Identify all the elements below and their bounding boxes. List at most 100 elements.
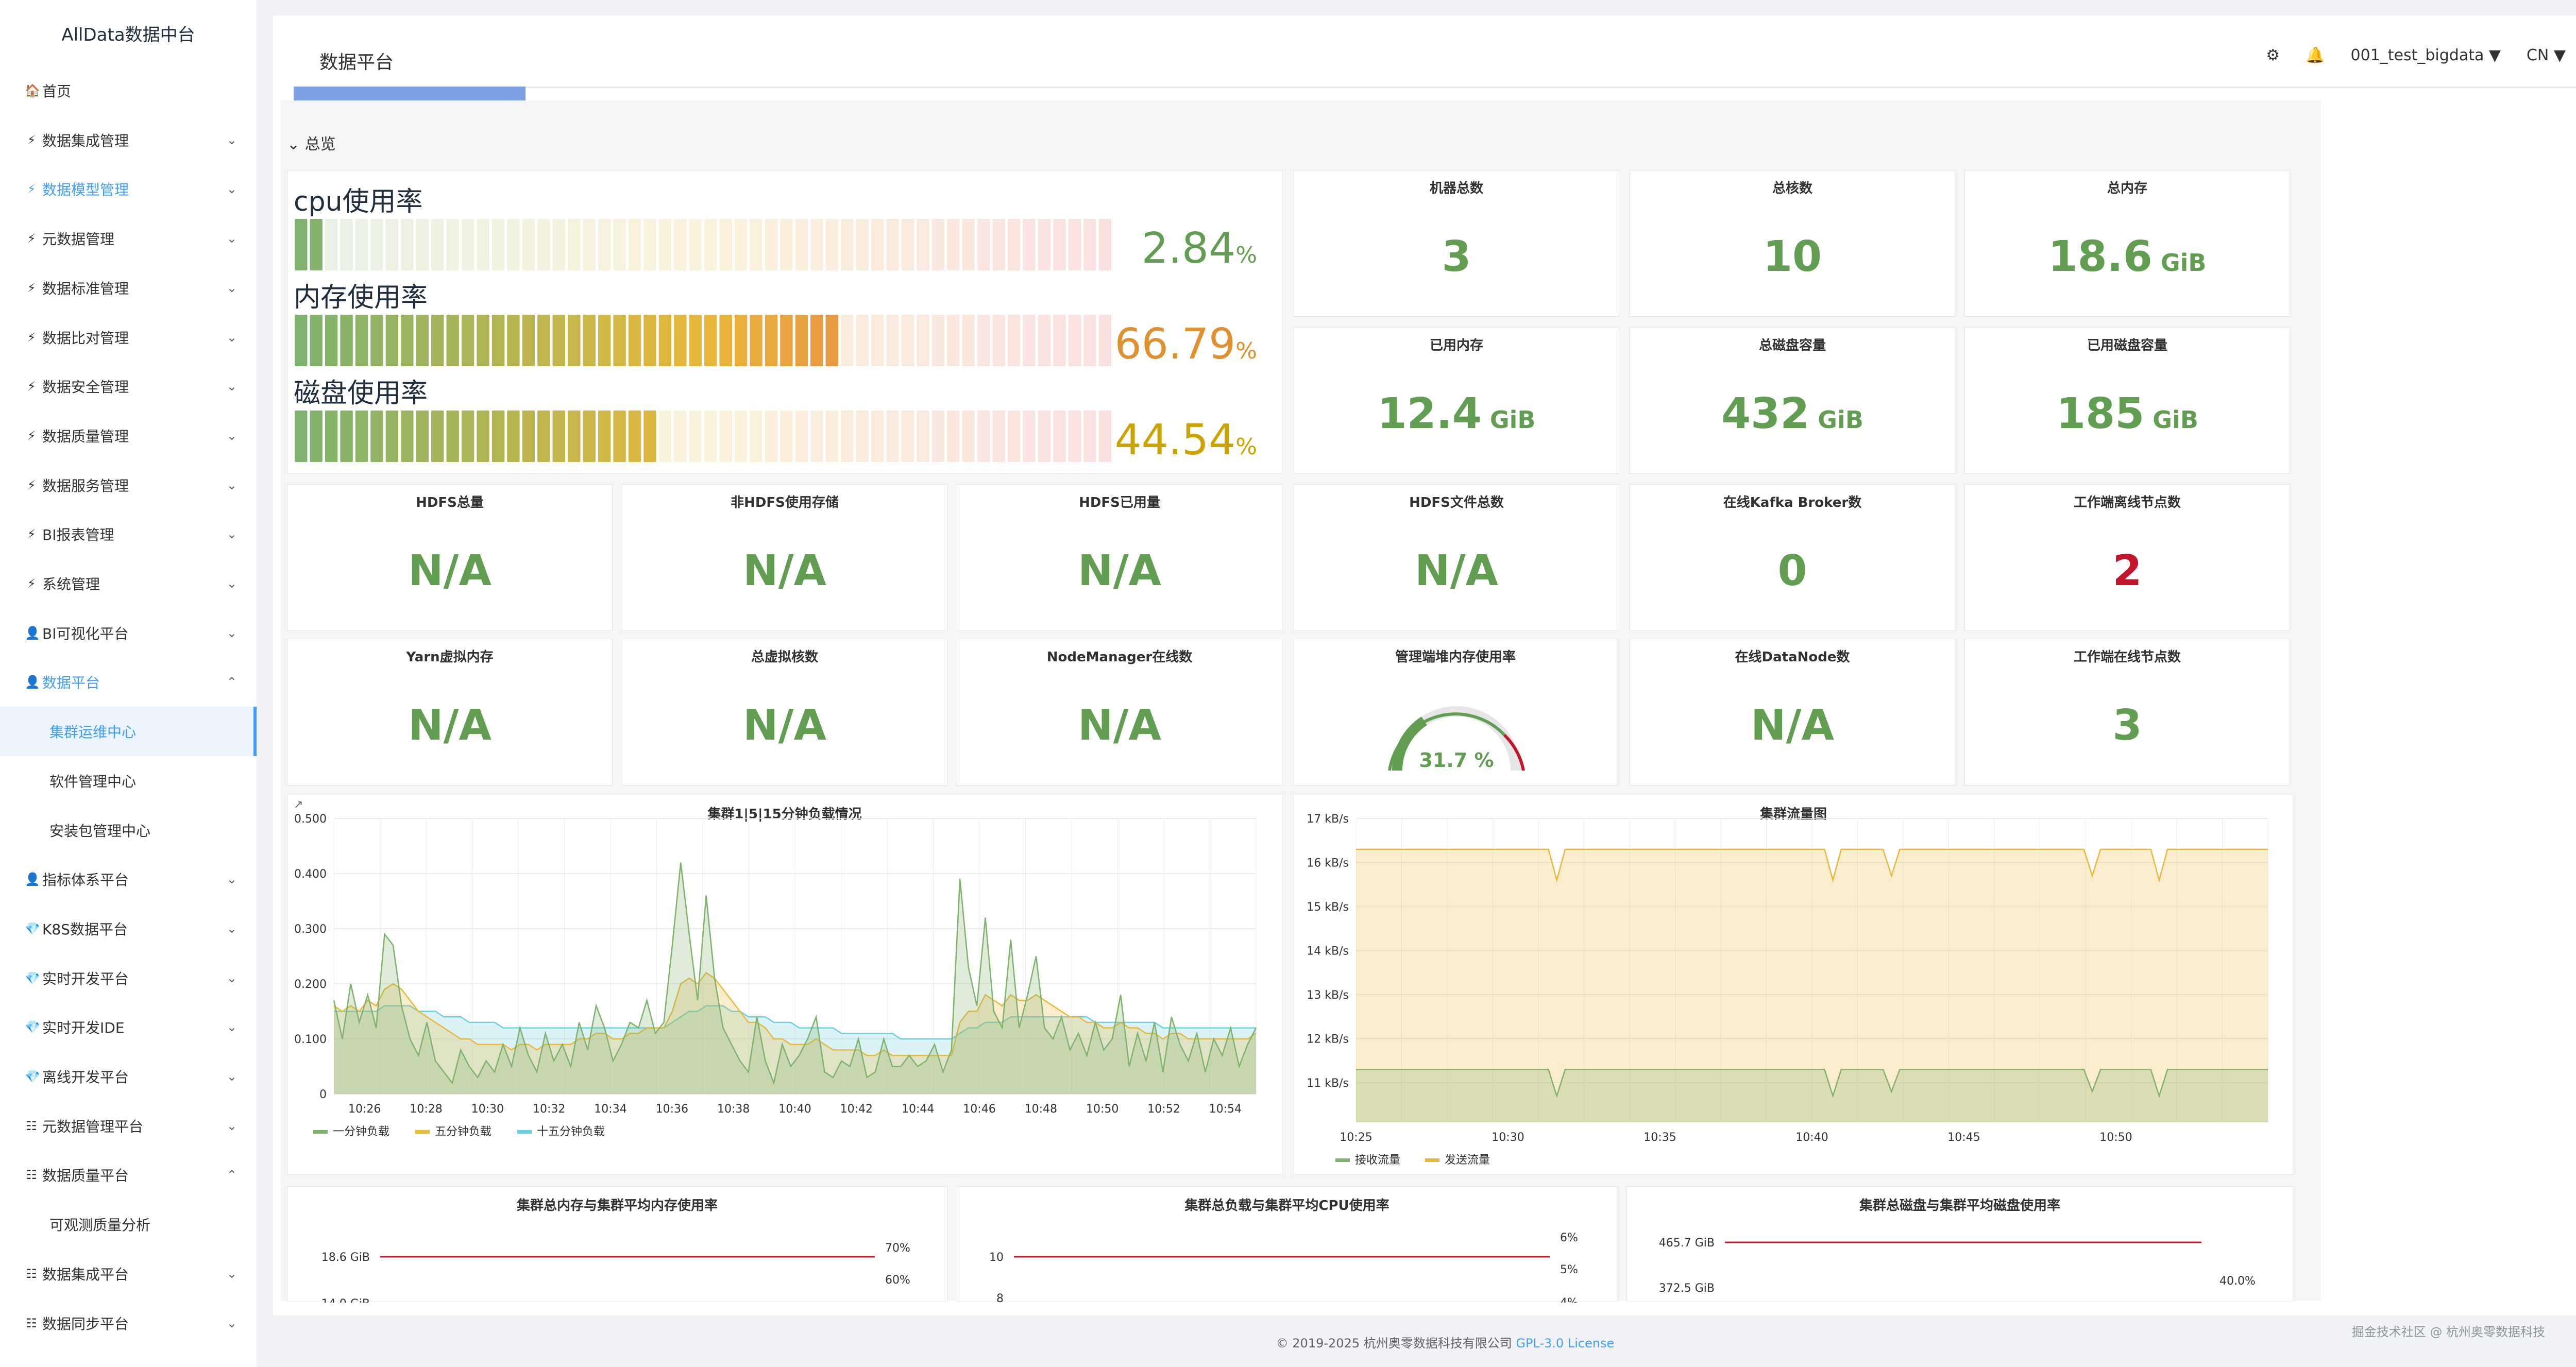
diamond-icon: 💎 bbox=[25, 970, 40, 985]
usage-bar-segment bbox=[355, 219, 368, 270]
sidebar-item[interactable]: 💎 实时开发IDE ⌄ bbox=[0, 1002, 257, 1052]
usage-bar-segment bbox=[886, 315, 899, 366]
usage-bar-segment bbox=[295, 411, 308, 462]
usage-bar-segment bbox=[628, 219, 641, 270]
user-icon: 👤 bbox=[25, 872, 40, 887]
license-link[interactable]: GPL-3.0 License bbox=[1516, 1336, 1615, 1351]
stat-title: 总磁盘容量 bbox=[1758, 338, 1826, 353]
sidebar-item[interactable]: 可观测质量分析 bbox=[0, 1200, 257, 1249]
legend-label[interactable]: 五分钟负载 bbox=[435, 1125, 492, 1138]
sidebar-item[interactable]: ☷ 元数据管理平台 ⌄ bbox=[0, 1101, 257, 1151]
cluster-select[interactable]: 001_test_bigdata ▼ bbox=[2350, 46, 2501, 64]
sidebar-item-label: 数据服务管理 bbox=[42, 477, 129, 494]
usage-bar-segment bbox=[886, 411, 899, 462]
dashboard-section-header[interactable]: ⌄ 总览 bbox=[287, 135, 336, 153]
usage-bar-segment bbox=[1083, 315, 1096, 366]
sidebar-item[interactable]: ⚡ 数据质量管理 ⌄ bbox=[0, 411, 257, 460]
usage-bar-segment bbox=[370, 315, 383, 366]
footer: © 2019-2025 杭州奥零数据科技有限公司 GPL-3.0 License bbox=[273, 1319, 2576, 1367]
stat-value-number: N/A bbox=[1414, 546, 1499, 595]
legend-label[interactable]: 一分钟负载 bbox=[333, 1125, 389, 1138]
sidebar-item[interactable]: 💎 K8S数据平台 ⌄ bbox=[0, 904, 257, 953]
usage-bar-segment bbox=[795, 219, 808, 270]
sidebar-item[interactable]: 💎 实时开发平台 ⌄ bbox=[0, 953, 257, 1003]
chevron-icon: ⌄ bbox=[226, 625, 237, 640]
stat-value: 18.6 GiB bbox=[1965, 232, 2290, 281]
sidebar-item[interactable]: ⚡ 数据标准管理 ⌄ bbox=[0, 263, 257, 313]
sidebar-item[interactable]: 👤 BI可视化平台 ⌄ bbox=[0, 608, 257, 658]
usage-bar-segment bbox=[962, 219, 975, 270]
sidebar-item[interactable]: ⚡ 系统管理 ⌄ bbox=[0, 559, 257, 608]
sidebar-item[interactable]: 💎 离线开发平台 ⌄ bbox=[0, 1052, 257, 1101]
bell-icon[interactable]: 🔔 bbox=[2306, 46, 2325, 64]
usage-bar-segment bbox=[841, 315, 854, 366]
stat-title: 已用磁盘容量 bbox=[2087, 338, 2167, 353]
sidebar-item[interactable]: 🏠 首页 bbox=[0, 66, 257, 115]
language-select[interactable]: CN ▼ bbox=[2527, 46, 2566, 64]
x-tick-label: 10:44 bbox=[902, 1103, 934, 1116]
y-tick-label: 0.100 bbox=[294, 1033, 327, 1046]
usage-bar-segment bbox=[310, 219, 323, 270]
bolt-icon: ⚡ bbox=[27, 132, 36, 147]
chevron-icon: ⌄ bbox=[226, 921, 237, 936]
disk-chart: 465.7 GiB 372.5 GiB 40.0% bbox=[1659, 1237, 2256, 1295]
usage-bar-segment bbox=[795, 315, 808, 366]
usage-value-number: 2.84 bbox=[1141, 224, 1236, 273]
sidebar-item[interactable]: ☷ 数据质量平台 ⌃ bbox=[0, 1150, 257, 1200]
stat-value: 3 bbox=[1294, 232, 1619, 281]
sidebar-item[interactable]: 👤 数据平台 ⌃ bbox=[0, 657, 257, 707]
legend-label[interactable]: 接收流量 bbox=[1355, 1154, 1400, 1167]
sidebar-item[interactable]: 软件管理中心 bbox=[0, 756, 257, 806]
sidebar-item[interactable]: ⚡ 数据比对管理 ⌄ bbox=[0, 313, 257, 362]
sidebar-item[interactable]: ⚡ 数据安全管理 ⌄ bbox=[0, 362, 257, 411]
sidebar-item[interactable]: ☷ 数据同步平台 ⌄ bbox=[0, 1298, 257, 1348]
sidebar-item[interactable]: 集群运维中心 bbox=[0, 707, 257, 757]
usage-bar-segment bbox=[856, 315, 869, 366]
sidebar-item[interactable]: ⚡ 元数据管理 ⌄ bbox=[0, 214, 257, 263]
usage-bar-segment bbox=[598, 411, 611, 462]
usage-bar-segment bbox=[992, 411, 1005, 462]
traffic-chart: 11 kB/s 12 kB/s 13 kB/s 14 kB/s 15 kB/s 16 kB… bbox=[1307, 813, 2268, 1167]
usage-label: cpu使用率 bbox=[294, 186, 423, 217]
usage-bar-segment bbox=[568, 219, 581, 270]
usage-bar-segment bbox=[401, 219, 414, 270]
stat-panel: 在线DataNode数 N/A bbox=[1630, 639, 1955, 785]
usage-bar-segment bbox=[871, 411, 884, 462]
chevron-icon: ⌄ bbox=[226, 1069, 237, 1084]
usage-value: 2.84% bbox=[1142, 224, 1257, 273]
gear-icon[interactable]: ⚙ bbox=[2266, 46, 2280, 64]
sidebar-item[interactable]: ⚡ 数据服务管理 ⌄ bbox=[0, 460, 257, 510]
legend-label[interactable]: 发送流量 bbox=[1445, 1154, 1490, 1167]
usage-bar-segment bbox=[810, 315, 823, 366]
sidebar-item-label: 元数据管理 bbox=[42, 231, 115, 248]
usage-value: 66.79% bbox=[1114, 320, 1257, 369]
gauge-title: 管理端堆内存使用率 bbox=[1395, 650, 1516, 665]
stat-value-number: N/A bbox=[408, 701, 492, 750]
chevron-icon: ⌄ bbox=[226, 872, 237, 887]
language-select-value: CN bbox=[2526, 46, 2549, 64]
sidebar-item[interactable]: ⚡ 数据模型管理 ⌄ bbox=[0, 164, 257, 214]
usage-bar-segment bbox=[643, 315, 656, 366]
stat-panel: HDFS总量 N/A bbox=[287, 484, 613, 631]
usage-bar-segment bbox=[492, 315, 505, 366]
sidebar-item[interactable]: ⚡ BI报表管理 ⌄ bbox=[0, 509, 257, 559]
legend-label[interactable]: 十五分钟负载 bbox=[537, 1125, 605, 1138]
usage-row: 磁盘使用率 44.54% bbox=[294, 371, 1278, 467]
usage-bar-segment bbox=[750, 219, 762, 270]
stat-title: 已用内存 bbox=[1429, 338, 1483, 353]
usage-bar-segment bbox=[947, 315, 960, 366]
sidebar-item[interactable]: ⚡ 数据集成管理 ⌄ bbox=[0, 115, 257, 165]
cpu-chart-panel: 集群总负载与集群平均CPU使用率 10 8 6% 5% 4% bbox=[957, 1186, 1617, 1303]
external-link-icon[interactable]: ↗ bbox=[294, 798, 303, 811]
usage-bar-segment bbox=[780, 219, 793, 270]
usage-bar-segment bbox=[643, 219, 656, 270]
usage-bar-segment bbox=[825, 411, 838, 462]
sidebar-item[interactable]: 👤 指标体系平台 ⌄ bbox=[0, 855, 257, 904]
chevron-icon: ⌄ bbox=[226, 132, 237, 147]
usage-bar-segment bbox=[1053, 219, 1066, 270]
x-tick-label: 10:40 bbox=[778, 1103, 811, 1116]
usage-bar-segment bbox=[750, 315, 762, 366]
sidebar-item[interactable]: 安装包管理中心 bbox=[0, 806, 257, 855]
sidebar-item[interactable]: ☷ 数据集成平台 ⌄ bbox=[0, 1249, 257, 1298]
usage-bar-segment bbox=[537, 219, 550, 270]
